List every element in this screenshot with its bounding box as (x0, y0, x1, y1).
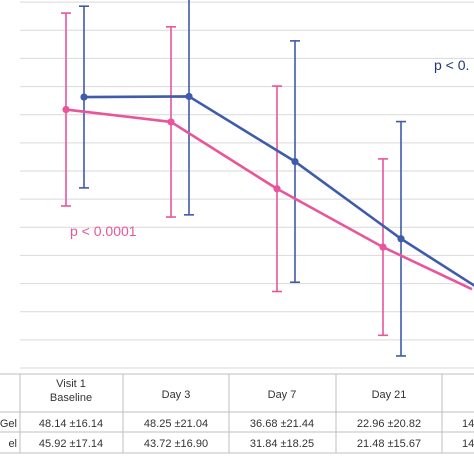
table-cell: 45.92 ±17.14 (39, 438, 103, 450)
table-cell: 43.72 ±16.90 (144, 438, 208, 450)
series-lines (65, 95, 474, 291)
table-cell: 14 (462, 418, 474, 430)
category-label: Day 3 (162, 389, 191, 401)
data-point (62, 105, 70, 114)
p-value-annotation: p < 0. (434, 57, 469, 73)
table-cell: 22.96 ±20.82 (357, 418, 421, 430)
data-point (185, 92, 193, 101)
row-label: el (8, 438, 17, 450)
series-line (83, 95, 474, 287)
category-label: Visit 1 (56, 378, 86, 390)
category-label: Baseline (50, 392, 92, 404)
data-point (291, 157, 299, 166)
table-cell: 14 (462, 438, 474, 450)
annotations: p < 0. p < 0.0001 (70, 57, 469, 239)
data-table: Visit 1 Baseline Day 3 Day 7 Day 21 Gel 48.14 … (0, 373, 474, 454)
table-cell: 36.68 ±21.44 (250, 418, 314, 430)
category-label: Day 21 (372, 389, 407, 401)
data-point (397, 235, 405, 243)
table-cell: 31.84 ±18.25 (250, 438, 314, 450)
data-point (167, 118, 175, 126)
data-point (273, 185, 281, 193)
p-value-annotation: p < 0.0001 (70, 223, 137, 239)
category-label: Day 7 (268, 389, 297, 401)
table-cell: 48.25 ±21.04 (144, 418, 208, 430)
gridlines (20, 1, 474, 369)
data-point (379, 243, 387, 251)
table-cell: 48.14 ±16.14 (39, 418, 103, 430)
error-bars (61, 0, 406, 357)
row-label: Gel (0, 418, 17, 430)
table-cell: 21.48 ±15.67 (357, 438, 421, 450)
data-point (80, 93, 88, 101)
data-points (62, 92, 405, 251)
